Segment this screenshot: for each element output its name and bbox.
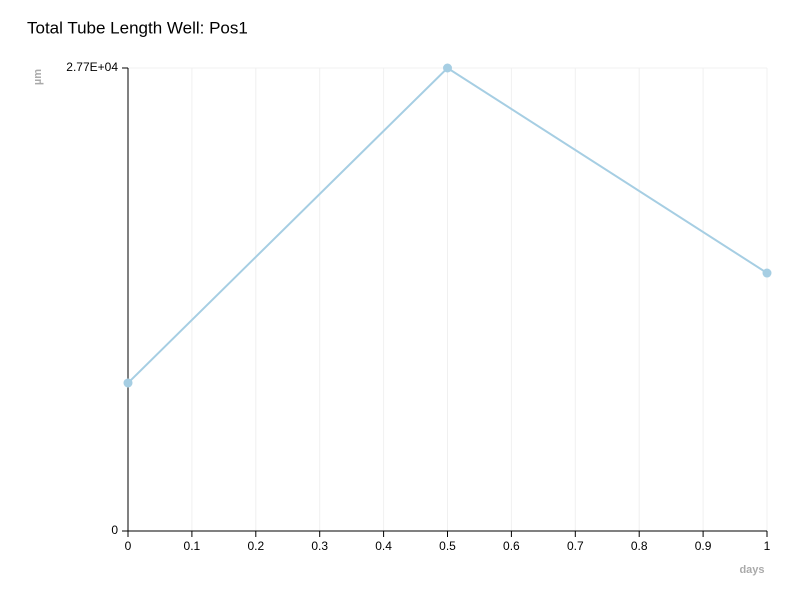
x-tick-label: 0 [125, 539, 132, 553]
x-tick-label: 0.7 [567, 539, 584, 553]
chart-title: Total Tube Length Well: Pos1 [27, 18, 248, 37]
x-tick-label: 1 [764, 539, 771, 553]
x-tick-label: 0.6 [503, 539, 520, 553]
point [443, 63, 452, 73]
x-tick-label: 0.1 [184, 539, 201, 553]
x-tick-label: 0.2 [247, 539, 264, 553]
x-tick-label: 0.9 [695, 539, 712, 553]
x-axis-title: days [739, 564, 764, 576]
x-tick-label: 0.8 [631, 539, 648, 553]
y-tick-label: 0 [111, 523, 118, 537]
x-tick-label: 0.4 [375, 539, 392, 553]
x-tick-label: 0.3 [311, 539, 328, 553]
point [762, 268, 772, 278]
point [123, 378, 133, 388]
y-tick-label: 2.77E+04 [66, 60, 118, 74]
x-tick-label: 0.5 [439, 539, 456, 553]
y-axis-title: µm [32, 69, 44, 85]
